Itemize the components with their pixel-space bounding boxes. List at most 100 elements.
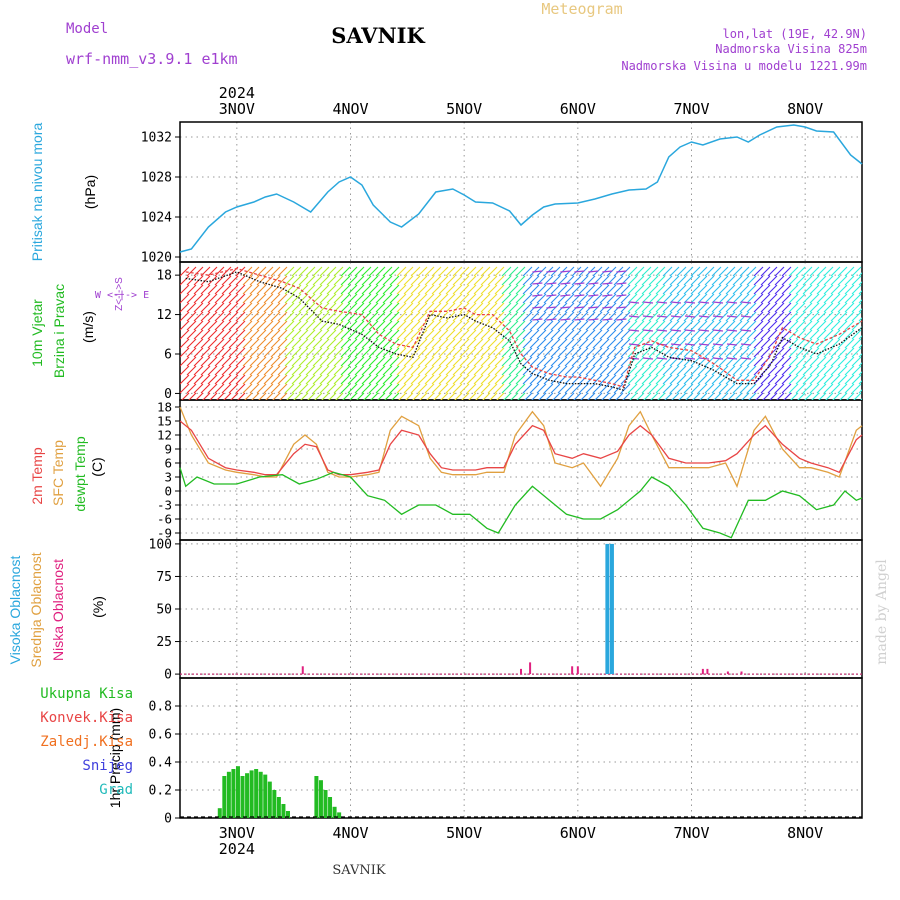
wind-barb: [438, 266, 449, 277]
wind-barb: [711, 320, 722, 331]
wind-barb: [494, 302, 505, 313]
wind-barb: [725, 383, 736, 394]
wind-barb: [606, 356, 617, 367]
wind-barb: [195, 392, 204, 400]
wind-barb: [718, 365, 729, 376]
wind-arrow: [616, 318, 627, 321]
wind-barb: [690, 275, 701, 286]
wind-barb: [319, 302, 330, 313]
wind-barb: [704, 266, 715, 277]
wind-barb: [501, 338, 512, 349]
wind-barb: [249, 338, 260, 349]
wind-barb: [725, 329, 736, 340]
wind-barb: [340, 329, 351, 340]
wind-barb: [270, 329, 281, 340]
wind-barb: [333, 293, 344, 304]
wind-barb: [382, 356, 393, 367]
wind-barb: [305, 284, 316, 295]
wind-barb: [298, 311, 309, 322]
wind-barb: [256, 383, 267, 394]
wind-barb: [802, 302, 813, 313]
wind-barb: [767, 302, 778, 313]
wind-barb: [284, 383, 295, 394]
wind-barb: [858, 317, 862, 322]
wind-arrow: [712, 329, 724, 332]
y-tick-label: 0: [164, 668, 172, 683]
wind-arrow: [740, 357, 752, 360]
wind-barb: [823, 365, 834, 376]
wind-barb: [391, 392, 400, 400]
wind-barb: [200, 338, 211, 349]
wind-barb: [186, 266, 197, 277]
wind-barb: [837, 284, 848, 295]
wind-barb: [690, 284, 701, 295]
wind-barb: [711, 365, 722, 376]
wind-barb: [417, 275, 428, 286]
wind-barb: [592, 383, 603, 394]
wind-barb: [748, 392, 757, 400]
wind-barb: [515, 266, 526, 277]
wind-barb: [802, 383, 813, 394]
wind-barb: [370, 392, 379, 400]
wind-barb: [270, 365, 281, 376]
wind-barb: [844, 311, 855, 322]
wind-barb: [543, 383, 554, 394]
wind-barb: [396, 365, 407, 376]
wind-barb: [459, 356, 470, 367]
wind-barb: [312, 302, 323, 313]
y-tick-label: 12: [157, 428, 172, 443]
wind-arrow: [726, 301, 738, 304]
wind-barb: [207, 365, 218, 376]
wind-arrow: [546, 282, 557, 285]
wind-barb: [844, 347, 855, 358]
wind-barb: [795, 320, 806, 331]
wind-barb: [347, 320, 358, 331]
wind-barb: [543, 347, 554, 358]
wind-arrow: [698, 329, 710, 332]
wind-barb: [620, 374, 631, 385]
wind-barb: [776, 392, 785, 400]
wind-barb: [431, 365, 442, 376]
wind-barb: [592, 374, 603, 385]
wind-barb: [711, 347, 722, 358]
wind-barb: [319, 365, 330, 376]
wind-barb: [515, 284, 526, 295]
wind-barb: [473, 374, 484, 385]
wind-barb: [452, 329, 463, 340]
wind-barb: [839, 392, 848, 400]
wind-barb: [340, 284, 351, 295]
wind-barb: [634, 320, 645, 331]
wind-barb: [725, 302, 736, 313]
wind-barb: [396, 311, 407, 322]
wind-barb: [851, 275, 862, 286]
wind-barb: [643, 392, 652, 400]
wind-barb: [251, 392, 260, 400]
wind-barb: [186, 347, 197, 358]
wind-barb: [809, 275, 820, 286]
wind-barb: [508, 320, 519, 331]
wind-barb: [788, 275, 799, 286]
wind-barb: [305, 383, 316, 394]
wind-barb: [263, 311, 274, 322]
wind-barb: [340, 311, 351, 322]
wind-unit: (m/s): [80, 311, 96, 343]
wind-barb: [403, 284, 414, 295]
wind-barb: [844, 293, 855, 304]
wind-barb: [424, 293, 435, 304]
wind-barb: [767, 293, 778, 304]
wind-arrow: [684, 301, 696, 304]
wind-barb: [522, 383, 533, 394]
wind-barb: [634, 347, 645, 358]
wind-barb: [438, 347, 449, 358]
panel-4: 00.20.40.60.8: [149, 677, 863, 827]
wind-barb: [823, 266, 834, 277]
wind-barb: [760, 347, 771, 358]
wind-barb: [180, 338, 190, 349]
wind-barb: [774, 320, 785, 331]
wind-arrow: [726, 357, 738, 360]
wind-barb: [676, 293, 687, 304]
wind-barb: [298, 284, 309, 295]
wind-barb: [424, 275, 435, 286]
wind-barb: [858, 299, 862, 304]
wind-barb: [445, 320, 456, 331]
